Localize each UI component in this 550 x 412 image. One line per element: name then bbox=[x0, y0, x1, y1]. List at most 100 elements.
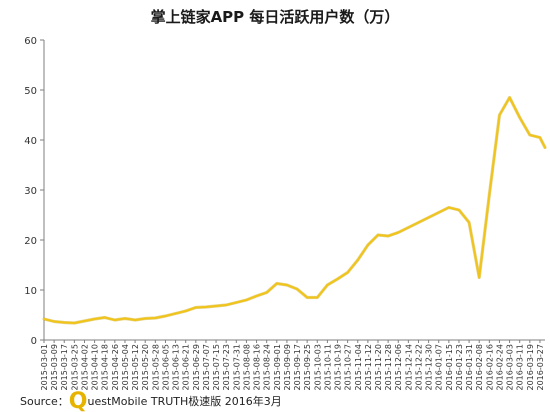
x-tick-label: 2015-07-15 bbox=[212, 344, 221, 391]
x-tick-label: 2015-10-11 bbox=[323, 344, 332, 391]
x-tick-label: 2015-09-25 bbox=[303, 344, 312, 391]
x-tick-label: 2015-09-17 bbox=[293, 344, 302, 391]
data-point bbox=[63, 321, 66, 324]
y-tick-label: 30 bbox=[24, 186, 37, 197]
y-tick-label: 50 bbox=[24, 86, 37, 97]
data-point bbox=[83, 320, 86, 322]
x-tick-label: 2015-06-05 bbox=[161, 344, 170, 391]
x-tick-label: 2015-11-28 bbox=[384, 344, 393, 391]
y-tick-label: 20 bbox=[24, 236, 37, 247]
data-point bbox=[184, 310, 187, 312]
data-point bbox=[518, 116, 521, 119]
x-tick-label: 2016-03-03 bbox=[506, 344, 515, 391]
data-point bbox=[124, 317, 126, 320]
data-point bbox=[458, 209, 460, 211]
x-tick-label: 2015-05-04 bbox=[121, 344, 130, 391]
x-tick-label: 2015-06-29 bbox=[192, 344, 201, 391]
data-point bbox=[397, 231, 400, 234]
x-tick-label: 2016-02-08 bbox=[475, 344, 484, 391]
data-point bbox=[144, 317, 147, 320]
y-axis-ticks: 0 10 20 30 40 50 60 bbox=[24, 36, 44, 347]
data-point bbox=[225, 304, 228, 306]
x-tick-label: 2015-07-07 bbox=[202, 344, 211, 391]
data-point bbox=[103, 316, 106, 319]
x-tick-label: 2015-05-12 bbox=[131, 344, 140, 391]
data-point bbox=[215, 305, 218, 307]
x-tick-label: 2016-03-11 bbox=[516, 344, 525, 391]
data-point bbox=[245, 299, 248, 301]
source-rest: uestMobile TRUTH极速版 2016年3月 bbox=[87, 394, 281, 408]
data-point bbox=[73, 322, 76, 324]
y-tick-label: 60 bbox=[24, 36, 37, 47]
data-point bbox=[387, 235, 390, 237]
data-point bbox=[468, 221, 471, 224]
x-tick-label: 2015-05-20 bbox=[141, 344, 150, 391]
x-tick-label: 2015-04-10 bbox=[91, 344, 100, 391]
x-tick-label: 2015-06-21 bbox=[182, 344, 191, 391]
data-point bbox=[508, 96, 511, 99]
x-tick-label: 2015-03-09 bbox=[50, 344, 59, 391]
data-point bbox=[174, 312, 177, 315]
data-point bbox=[407, 226, 410, 229]
data-point bbox=[255, 295, 258, 297]
x-tick-label: 2015-07-31 bbox=[232, 344, 241, 391]
data-point bbox=[326, 284, 329, 286]
x-tick-label: 2015-04-02 bbox=[80, 344, 89, 391]
x-tick-label: 2015-12-14 bbox=[404, 344, 413, 391]
x-tick-label: 2015-10-19 bbox=[334, 344, 343, 391]
data-point bbox=[336, 278, 339, 280]
data-point bbox=[437, 211, 440, 214]
data-point bbox=[204, 306, 207, 308]
x-tick-label: 2015-11-20 bbox=[374, 344, 383, 391]
y-tick-label: 0 bbox=[31, 336, 37, 347]
data-point bbox=[154, 317, 157, 319]
x-tick-label: 2015-03-17 bbox=[60, 344, 69, 391]
data-point bbox=[306, 296, 309, 299]
x-tick-label: 2015-08-08 bbox=[242, 344, 251, 391]
y-tick-label: 10 bbox=[24, 286, 37, 297]
x-tick-label: 2015-12-06 bbox=[394, 344, 403, 391]
series-group bbox=[42, 95, 547, 325]
data-point bbox=[417, 221, 420, 224]
x-axis-ticks: 2015-03-01 2015-03-09 2015-03-17 2015-03-25… bbox=[40, 340, 545, 391]
x-tick-label: 2015-04-26 bbox=[111, 344, 120, 391]
chart-title: 掌上链家APP 每日活跃用户数（万） bbox=[151, 8, 400, 26]
x-tick-label: 2015-10-03 bbox=[313, 344, 322, 391]
x-tick-label: 2015-08-16 bbox=[253, 344, 262, 391]
data-point bbox=[498, 114, 501, 116]
x-tick-label: 2015-08-24 bbox=[263, 344, 272, 391]
data-point bbox=[366, 244, 369, 246]
x-tick-label: 2015-12-30 bbox=[425, 344, 434, 391]
data-point bbox=[285, 284, 288, 286]
x-tick-label: 2016-02-16 bbox=[485, 344, 494, 391]
data-point bbox=[43, 318, 45, 320]
x-tick-label: 2015-10-27 bbox=[344, 344, 353, 391]
x-tick-label: 2016-01-15 bbox=[445, 344, 454, 391]
x-tick-label: 2015-04-18 bbox=[101, 344, 110, 391]
x-tick-label: 2015-06-13 bbox=[172, 344, 181, 391]
x-tick-label: 2016-02-24 bbox=[495, 344, 504, 391]
data-point bbox=[346, 271, 349, 274]
series-line-shadow bbox=[42, 95, 547, 325]
data-point bbox=[427, 216, 430, 219]
data-point bbox=[265, 291, 268, 294]
source-line: Source：QuestMobile TRUTH极速版 2016年3月 bbox=[20, 389, 282, 412]
data-point bbox=[447, 206, 450, 209]
x-tick-label: 2015-05-28 bbox=[151, 344, 160, 391]
data-point bbox=[53, 320, 56, 323]
source-q-logo: Q bbox=[69, 389, 88, 412]
data-point bbox=[296, 288, 298, 290]
data-point bbox=[275, 282, 278, 285]
data-point bbox=[544, 146, 546, 149]
x-tick-label: 2015-03-25 bbox=[70, 344, 79, 391]
x-tick-label: 2015-09-09 bbox=[283, 344, 292, 391]
y-tick-label: 40 bbox=[24, 136, 37, 147]
data-point bbox=[164, 315, 167, 317]
x-tick-label: 2015-11-04 bbox=[354, 344, 363, 391]
data-point bbox=[538, 136, 541, 139]
x-tick-label: 2016-03-27 bbox=[536, 344, 545, 391]
x-tick-label: 2016-01-31 bbox=[465, 344, 474, 391]
x-tick-label: 2015-12-22 bbox=[414, 344, 423, 391]
data-point bbox=[478, 276, 481, 279]
